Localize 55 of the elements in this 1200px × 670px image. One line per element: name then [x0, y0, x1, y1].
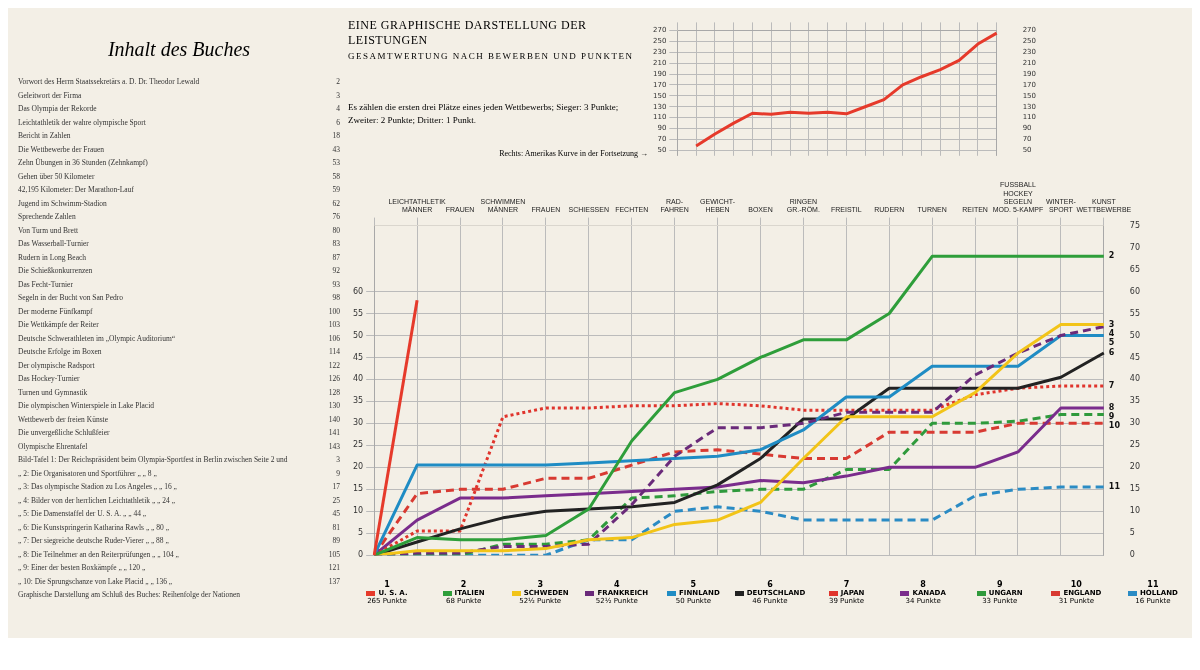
text: 2 [459, 580, 468, 589]
y2-tick-label: 75 [1129, 220, 1141, 230]
y2-tick-label: 55 [1129, 308, 1141, 318]
text: 7 [842, 580, 851, 589]
annotation: 4 [1108, 328, 1115, 338]
y2-tick-label: 70 [1129, 242, 1141, 252]
annotation: 6 [1108, 348, 1115, 358]
annotation: 2 [1108, 251, 1115, 261]
y2-tick-label: 15 [1129, 484, 1141, 494]
annotation: 8 [1108, 403, 1115, 413]
text: 10 [1069, 580, 1083, 589]
text: 9 [995, 580, 1004, 589]
y2-tick-label: 20 [1129, 462, 1141, 472]
y-tick-label: 25 [352, 440, 364, 450]
y2-tick-label: 10 [1129, 506, 1141, 516]
annotation: 10 [1108, 421, 1121, 431]
y-tick-label: 10 [352, 506, 364, 516]
y2-tick-label: 40 [1129, 374, 1141, 384]
y-tick-label: 20 [352, 462, 364, 472]
y-tick-label: 5 [358, 528, 364, 538]
y2-tick-label: 50 [1129, 330, 1141, 340]
text: 3 [536, 580, 544, 589]
y2-tick-label: 60 [1129, 286, 1141, 296]
y-tick-label: 60 [352, 286, 364, 296]
text: Rechts: Amerikas Kurve in der Fortsetzung → [498, 149, 648, 158]
y-tick-label: 35 [352, 396, 364, 406]
y2-tick-label: 45 [1129, 352, 1141, 362]
y-tick-label: 45 [352, 352, 364, 362]
chart-subtitle: GESAMTWERTUNG NACH BEWERBEN UND PUNKTEN [348, 51, 635, 61]
y-tick-label: 30 [352, 418, 364, 428]
text: Es zählen die ersten drei Plätze eines jeden Wettbewerbs; Sieger: 3 Punkte; Zweiter: 2 Punkte; Dritter: 1 Punkt. [348, 101, 620, 127]
annotation: 11 [1108, 482, 1121, 492]
y-tick-label: 15 [352, 484, 364, 494]
y-tick-label: 55 [352, 308, 364, 318]
annotation: 9 [1108, 412, 1115, 422]
y2-tick-label: 30 [1129, 418, 1141, 428]
y2-tick-label: 0 [1129, 550, 1135, 560]
y-tick-label: 50 [352, 330, 364, 340]
y2-tick-label: 25 [1129, 440, 1141, 450]
annotation: 5 [1108, 337, 1115, 347]
text: 8 [919, 580, 927, 589]
chart-title: EINE GRAPHISCHE DARSTELLUNG DER LEISTUNGEN [348, 18, 588, 48]
text: 5 [689, 580, 698, 589]
y-tick-label: 0 [358, 550, 364, 560]
y2-tick-label: 65 [1129, 264, 1141, 274]
text: 1 [383, 580, 391, 589]
text: 4 [613, 580, 621, 589]
annotation: 3 [1108, 319, 1115, 329]
y2-tick-label: 35 [1129, 396, 1141, 406]
y2-tick-label: 5 [1129, 528, 1135, 538]
text: 11 [1146, 580, 1160, 589]
text: 6 [766, 580, 774, 589]
annotation: 7 [1108, 381, 1115, 391]
y-tick-label: 40 [352, 374, 364, 384]
text: Inhalt des Buches [106, 38, 252, 61]
